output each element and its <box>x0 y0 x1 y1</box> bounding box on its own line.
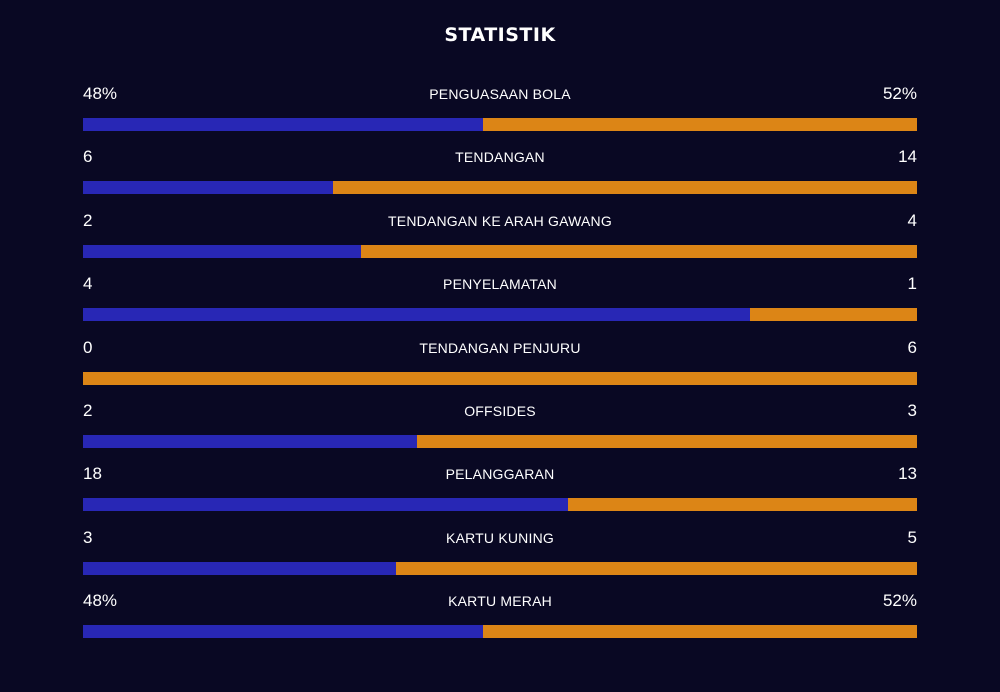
stat-row: 2 TENDANGAN KE ARAH GAWANG 4 <box>83 209 917 272</box>
away-bar-fill <box>333 181 917 195</box>
stat-label: TENDANGAN KE ARAH GAWANG <box>388 212 612 229</box>
home-value: 18 <box>83 464 102 484</box>
home-value: 4 <box>83 274 93 294</box>
stat-row-header: 6 TENDANGAN 14 <box>83 145 917 169</box>
home-bar-fill <box>83 498 568 512</box>
away-value: 3 <box>907 400 917 420</box>
away-value: 5 <box>907 527 917 547</box>
stat-label: TENDANGAN <box>455 149 545 166</box>
comparison-bar <box>83 625 917 639</box>
stat-label: KARTU KUNING <box>446 529 554 546</box>
stat-label: PELANGGARAN <box>445 466 555 483</box>
home-value: 3 <box>83 527 93 547</box>
home-bar-fill <box>83 434 417 448</box>
away-bar-fill <box>416 434 917 448</box>
stat-row: 18 PELANGGARAN 13 <box>83 462 917 525</box>
comparison-bar <box>83 371 917 385</box>
stat-label: TENDANGAN PENJURU <box>419 339 581 356</box>
home-bar-fill <box>83 561 396 575</box>
away-value: 52% <box>882 591 917 611</box>
stat-row: 0 TENDANGAN PENJURU 6 <box>83 336 917 399</box>
stat-row: 3 KARTU KUNING 5 <box>83 526 917 589</box>
home-value: 48% <box>83 84 118 103</box>
away-bar-fill <box>567 498 917 512</box>
home-value: 2 <box>83 400 93 420</box>
stat-label: PENGUASAAN BOLA <box>429 86 571 102</box>
home-bar-fill <box>83 625 484 639</box>
comparison-bar <box>83 244 917 258</box>
away-value: 52% <box>882 84 917 103</box>
stat-row-header: 18 PELANGGARAN 13 <box>83 462 917 486</box>
comparison-bar <box>83 561 917 575</box>
home-bar-fill <box>83 181 334 195</box>
stat-label: OFFSIDES <box>464 402 536 419</box>
stat-row-header: 3 KARTU KUNING 5 <box>83 526 917 550</box>
stat-row-header: 4 PENYELAMATAN 1 <box>83 272 917 296</box>
comparison-bar <box>83 498 917 512</box>
away-bar-fill <box>483 118 917 131</box>
comparison-bar <box>83 181 917 195</box>
stat-row: 2 OFFSIDES 3 <box>83 399 917 462</box>
comparison-bar <box>83 308 917 322</box>
home-value: 2 <box>83 210 93 230</box>
away-bar-fill <box>483 625 917 639</box>
stat-row-header: 2 TENDANGAN KE ARAH GAWANG 4 <box>83 209 917 233</box>
stats-list: 48% PENGUASAAN BOLA 52% 6 TENDANGAN 14 2 TENDAN… <box>83 82 917 653</box>
away-value: 4 <box>907 210 917 230</box>
stat-row-header: 48% KARTU MERAH 52% <box>83 589 917 613</box>
stat-row: 48% KARTU MERAH 52% <box>83 589 917 652</box>
page-title: STATISTIK <box>444 24 556 46</box>
away-value: 6 <box>907 337 917 357</box>
stat-row: 48% PENGUASAAN BOLA 52% <box>83 82 917 145</box>
stat-label: KARTU MERAH <box>448 593 552 610</box>
home-value: 6 <box>83 147 93 167</box>
home-bar-fill <box>83 308 751 322</box>
home-bar-fill <box>83 118 484 131</box>
away-bar-fill <box>360 244 917 258</box>
comparison-bar <box>83 118 917 131</box>
stat-row: 4 PENYELAMATAN 1 <box>83 272 917 335</box>
stat-row-header: 2 OFFSIDES 3 <box>83 399 917 423</box>
stat-row: 6 TENDANGAN 14 <box>83 145 917 208</box>
home-value: 0 <box>83 337 93 357</box>
away-value: 13 <box>898 464 917 484</box>
away-bar-fill <box>83 371 917 385</box>
away-bar-fill <box>395 561 917 575</box>
comparison-bar <box>83 434 917 448</box>
away-value: 1 <box>907 274 917 294</box>
home-bar-fill <box>83 244 361 258</box>
stat-row-header: 0 TENDANGAN PENJURU 6 <box>83 336 917 360</box>
away-bar-fill <box>750 308 917 322</box>
stat-label: PENYELAMATAN <box>443 276 557 293</box>
home-value: 48% <box>83 591 118 611</box>
stat-row-header: 48% PENGUASAAN BOLA 52% <box>83 82 917 106</box>
away-value: 14 <box>898 147 917 167</box>
